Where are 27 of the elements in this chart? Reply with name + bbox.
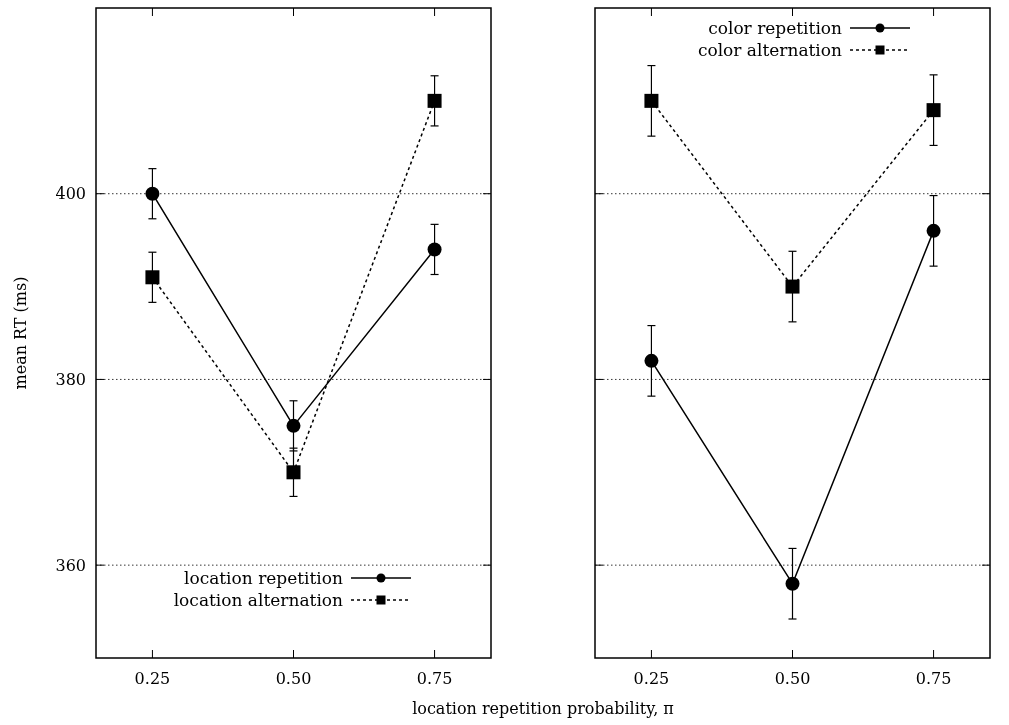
point [785,279,800,294]
legend-label: location repetition [183,567,344,588]
point [926,103,941,118]
point [286,418,301,433]
legend-label: location alternation [173,589,344,610]
point [644,353,659,368]
point [427,93,442,108]
point [644,93,659,108]
point [145,186,160,201]
point [286,465,301,480]
x-tick-label: 0.50 [774,669,811,688]
point [785,576,800,591]
x-tick-label: 0.75 [915,669,952,688]
y-axis-title: mean RT (ms) [11,276,30,390]
legend-label: color repetition [708,17,843,38]
x-tick-label: 0.50 [275,669,312,688]
x-tick-label: 0.25 [134,669,171,688]
x-tick-label: 0.75 [416,669,453,688]
point [926,223,941,238]
y-tick-label: 400 [55,184,86,204]
x-axis-title: location repetition probability, π [412,699,674,718]
y-tick-label: 360 [55,555,86,575]
point [427,242,442,257]
legend-label: color alternation [697,39,843,60]
y-tick-label: 380 [55,370,86,390]
point [145,270,160,285]
x-tick-label: 0.25 [633,669,670,688]
